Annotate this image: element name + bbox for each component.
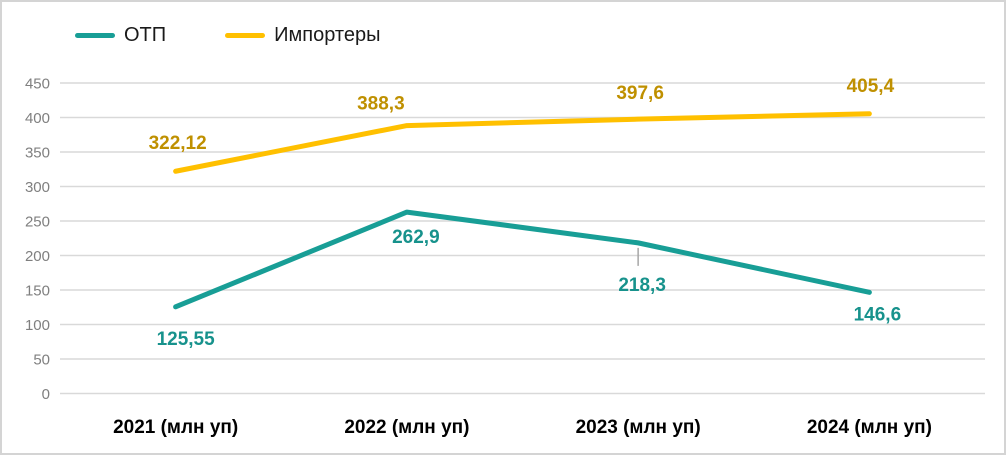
x-axis-category-label: 2024 (млн уп): [807, 417, 932, 438]
data-label: 262,9: [392, 227, 440, 248]
x-axis-category-label: 2023 (млн уп): [576, 417, 701, 438]
y-axis-tick-label: 350: [25, 145, 50, 162]
legend-label-importers: Импортеры: [274, 24, 381, 46]
y-axis-tick-label: 0: [42, 386, 50, 403]
data-label: 397,6: [616, 83, 664, 104]
y-axis-tick-label: 50: [33, 352, 50, 369]
legend-item-importers: Импортеры: [225, 24, 380, 47]
data-label: 322,12: [149, 133, 207, 154]
data-label: 218,3: [618, 275, 666, 296]
y-axis-tick-label: 250: [25, 214, 50, 231]
data-label: 146,6: [854, 304, 902, 325]
y-axis-tick-label: 200: [25, 248, 50, 265]
x-axis-category-label: 2021 (млн уп): [113, 417, 238, 438]
legend-label-otp: ОТП: [124, 24, 167, 46]
y-axis-tick-label: 400: [25, 110, 50, 127]
y-axis-tick-label: 450: [25, 76, 50, 93]
series-line-otp: [173, 209, 872, 310]
series-line-importers: [173, 111, 872, 174]
y-axis-tick-label: 150: [25, 283, 50, 300]
importers-line-swatch-icon: [225, 33, 266, 38]
y-axis-tick-label: 300: [25, 179, 50, 196]
legend-item-otp: ОТП: [75, 24, 166, 47]
x-axis-category-label: 2022 (млн уп): [344, 417, 469, 438]
data-label: 388,3: [357, 94, 405, 115]
y-axis-tick-label: 100: [25, 317, 50, 334]
data-label: 405,4: [847, 76, 895, 97]
chart-legend: ОТП Импортеры: [75, 24, 380, 47]
data-label: 125,55: [157, 329, 216, 350]
otp-line-swatch-icon: [75, 33, 115, 38]
